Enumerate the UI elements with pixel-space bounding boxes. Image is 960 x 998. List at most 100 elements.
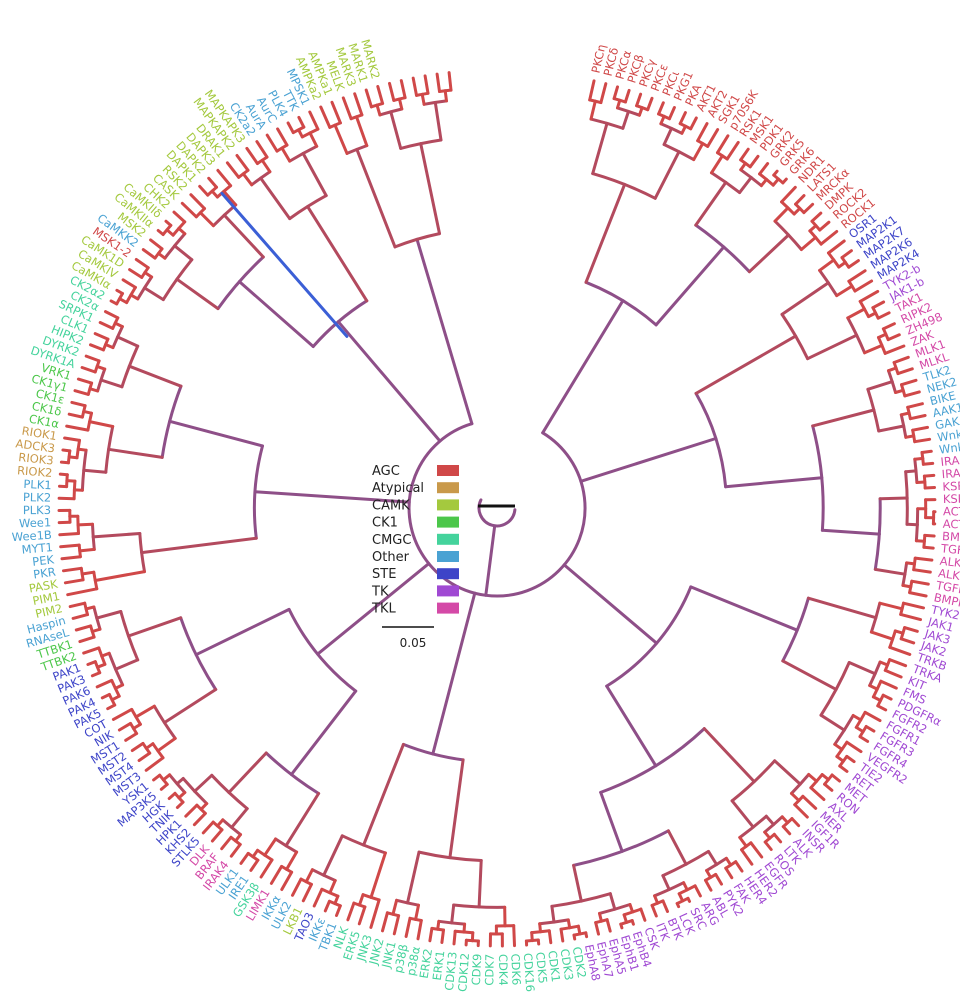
tree-branch bbox=[827, 239, 846, 255]
tree-arc bbox=[288, 144, 319, 163]
tree-branch bbox=[853, 279, 874, 293]
tree-branch bbox=[879, 679, 898, 690]
tree-arc bbox=[920, 451, 925, 466]
tree-branch bbox=[207, 176, 218, 189]
legend-label: CAMK bbox=[372, 498, 410, 513]
tree-branch bbox=[201, 820, 215, 835]
tree-branch bbox=[714, 872, 723, 886]
tree-branch bbox=[763, 840, 773, 851]
tree-branch bbox=[450, 903, 456, 925]
tree-branch bbox=[98, 321, 115, 330]
tree-branch bbox=[906, 402, 924, 409]
legend-label: STE bbox=[372, 567, 396, 582]
tree-branch bbox=[922, 473, 936, 478]
tree-branch bbox=[62, 566, 83, 573]
tree-branch bbox=[819, 713, 846, 732]
tree-branch bbox=[447, 71, 453, 92]
tree-branch bbox=[330, 100, 342, 125]
tree-branch bbox=[589, 99, 597, 121]
leaf-label: Wnk1 bbox=[938, 439, 960, 457]
tree-arc bbox=[93, 359, 101, 374]
tree-branch bbox=[121, 278, 137, 289]
tree-arc bbox=[287, 607, 358, 693]
tree-branch bbox=[74, 624, 93, 632]
tree-branch bbox=[912, 568, 932, 574]
tree-branch bbox=[820, 528, 881, 536]
tree-arc bbox=[605, 585, 693, 688]
tree-branch bbox=[159, 782, 169, 791]
tree-branch bbox=[198, 211, 215, 228]
tree-arc bbox=[327, 899, 342, 908]
tree-branch bbox=[704, 878, 713, 892]
tree-arc bbox=[252, 444, 264, 540]
tree-branch bbox=[477, 859, 483, 909]
tree-branch bbox=[106, 703, 117, 711]
tree-branch bbox=[167, 791, 177, 800]
tree-branch bbox=[381, 911, 389, 933]
tree-branch bbox=[881, 693, 893, 701]
tree-branch bbox=[140, 536, 258, 555]
tree-branch bbox=[237, 280, 315, 348]
tree-branch bbox=[864, 725, 876, 733]
tree-arc bbox=[83, 601, 89, 617]
tree-branch bbox=[869, 630, 895, 641]
tree-arc bbox=[662, 143, 696, 162]
tree-arc bbox=[914, 507, 920, 543]
tree-branch bbox=[269, 864, 284, 885]
tree-branch bbox=[134, 258, 150, 270]
tree-branch bbox=[738, 176, 753, 195]
tree-branch bbox=[398, 97, 404, 111]
tree-branch bbox=[801, 794, 818, 810]
tree-arc bbox=[311, 299, 369, 348]
tree-branch bbox=[448, 758, 465, 860]
leaf-label: GAK bbox=[934, 414, 960, 432]
tree-branch bbox=[780, 185, 797, 204]
legend-label: TKL bbox=[371, 602, 396, 617]
tree-arc bbox=[846, 316, 867, 355]
tree-branch bbox=[572, 933, 577, 941]
tree-branch bbox=[91, 532, 142, 539]
tree-branch bbox=[280, 870, 294, 891]
tree-branch bbox=[189, 193, 206, 211]
tree-branch bbox=[124, 732, 139, 742]
tree-branch bbox=[661, 874, 671, 891]
leaf-label: CDK5 bbox=[533, 951, 550, 984]
tree-arc bbox=[908, 579, 914, 595]
tree-branch bbox=[406, 850, 421, 905]
tree-arc bbox=[818, 268, 839, 298]
tree-arc bbox=[588, 98, 603, 105]
tree-branch bbox=[210, 828, 224, 843]
tree-branch bbox=[289, 689, 358, 776]
leaf-label: MYT1 bbox=[21, 540, 53, 557]
tree-branch bbox=[137, 751, 152, 762]
tree-branch bbox=[285, 850, 299, 871]
tree-branch bbox=[168, 419, 264, 448]
leaf-label: CDK12 bbox=[455, 952, 472, 992]
tree-arc bbox=[705, 856, 728, 872]
leaf-label: IRAK3 bbox=[940, 452, 960, 469]
tree-branch bbox=[286, 121, 295, 135]
tree-arc bbox=[811, 424, 825, 532]
tree-branch bbox=[227, 751, 268, 794]
tree-branch bbox=[184, 803, 199, 818]
tree-branch bbox=[239, 851, 250, 865]
tree-branch bbox=[78, 635, 96, 644]
leaf-label: CK1δ bbox=[31, 399, 63, 419]
tree-branch bbox=[661, 899, 669, 913]
tree-branch bbox=[93, 332, 110, 341]
leaf-label: RIOK1 bbox=[21, 424, 58, 443]
tree-branch bbox=[612, 85, 619, 101]
tree-branch bbox=[116, 335, 140, 348]
legend-swatch bbox=[437, 533, 459, 545]
tree-arc bbox=[288, 194, 328, 221]
tree-arc bbox=[739, 168, 763, 188]
tree-arc bbox=[430, 926, 445, 932]
tree-branch bbox=[584, 931, 589, 939]
tree-branch bbox=[892, 355, 910, 364]
legend-swatch bbox=[437, 499, 459, 511]
tree-arc bbox=[369, 102, 385, 109]
tree-arc bbox=[827, 251, 841, 269]
scale-bar: 0.05 bbox=[382, 626, 434, 650]
tree-arc bbox=[91, 522, 96, 551]
tree-arc bbox=[694, 391, 728, 489]
